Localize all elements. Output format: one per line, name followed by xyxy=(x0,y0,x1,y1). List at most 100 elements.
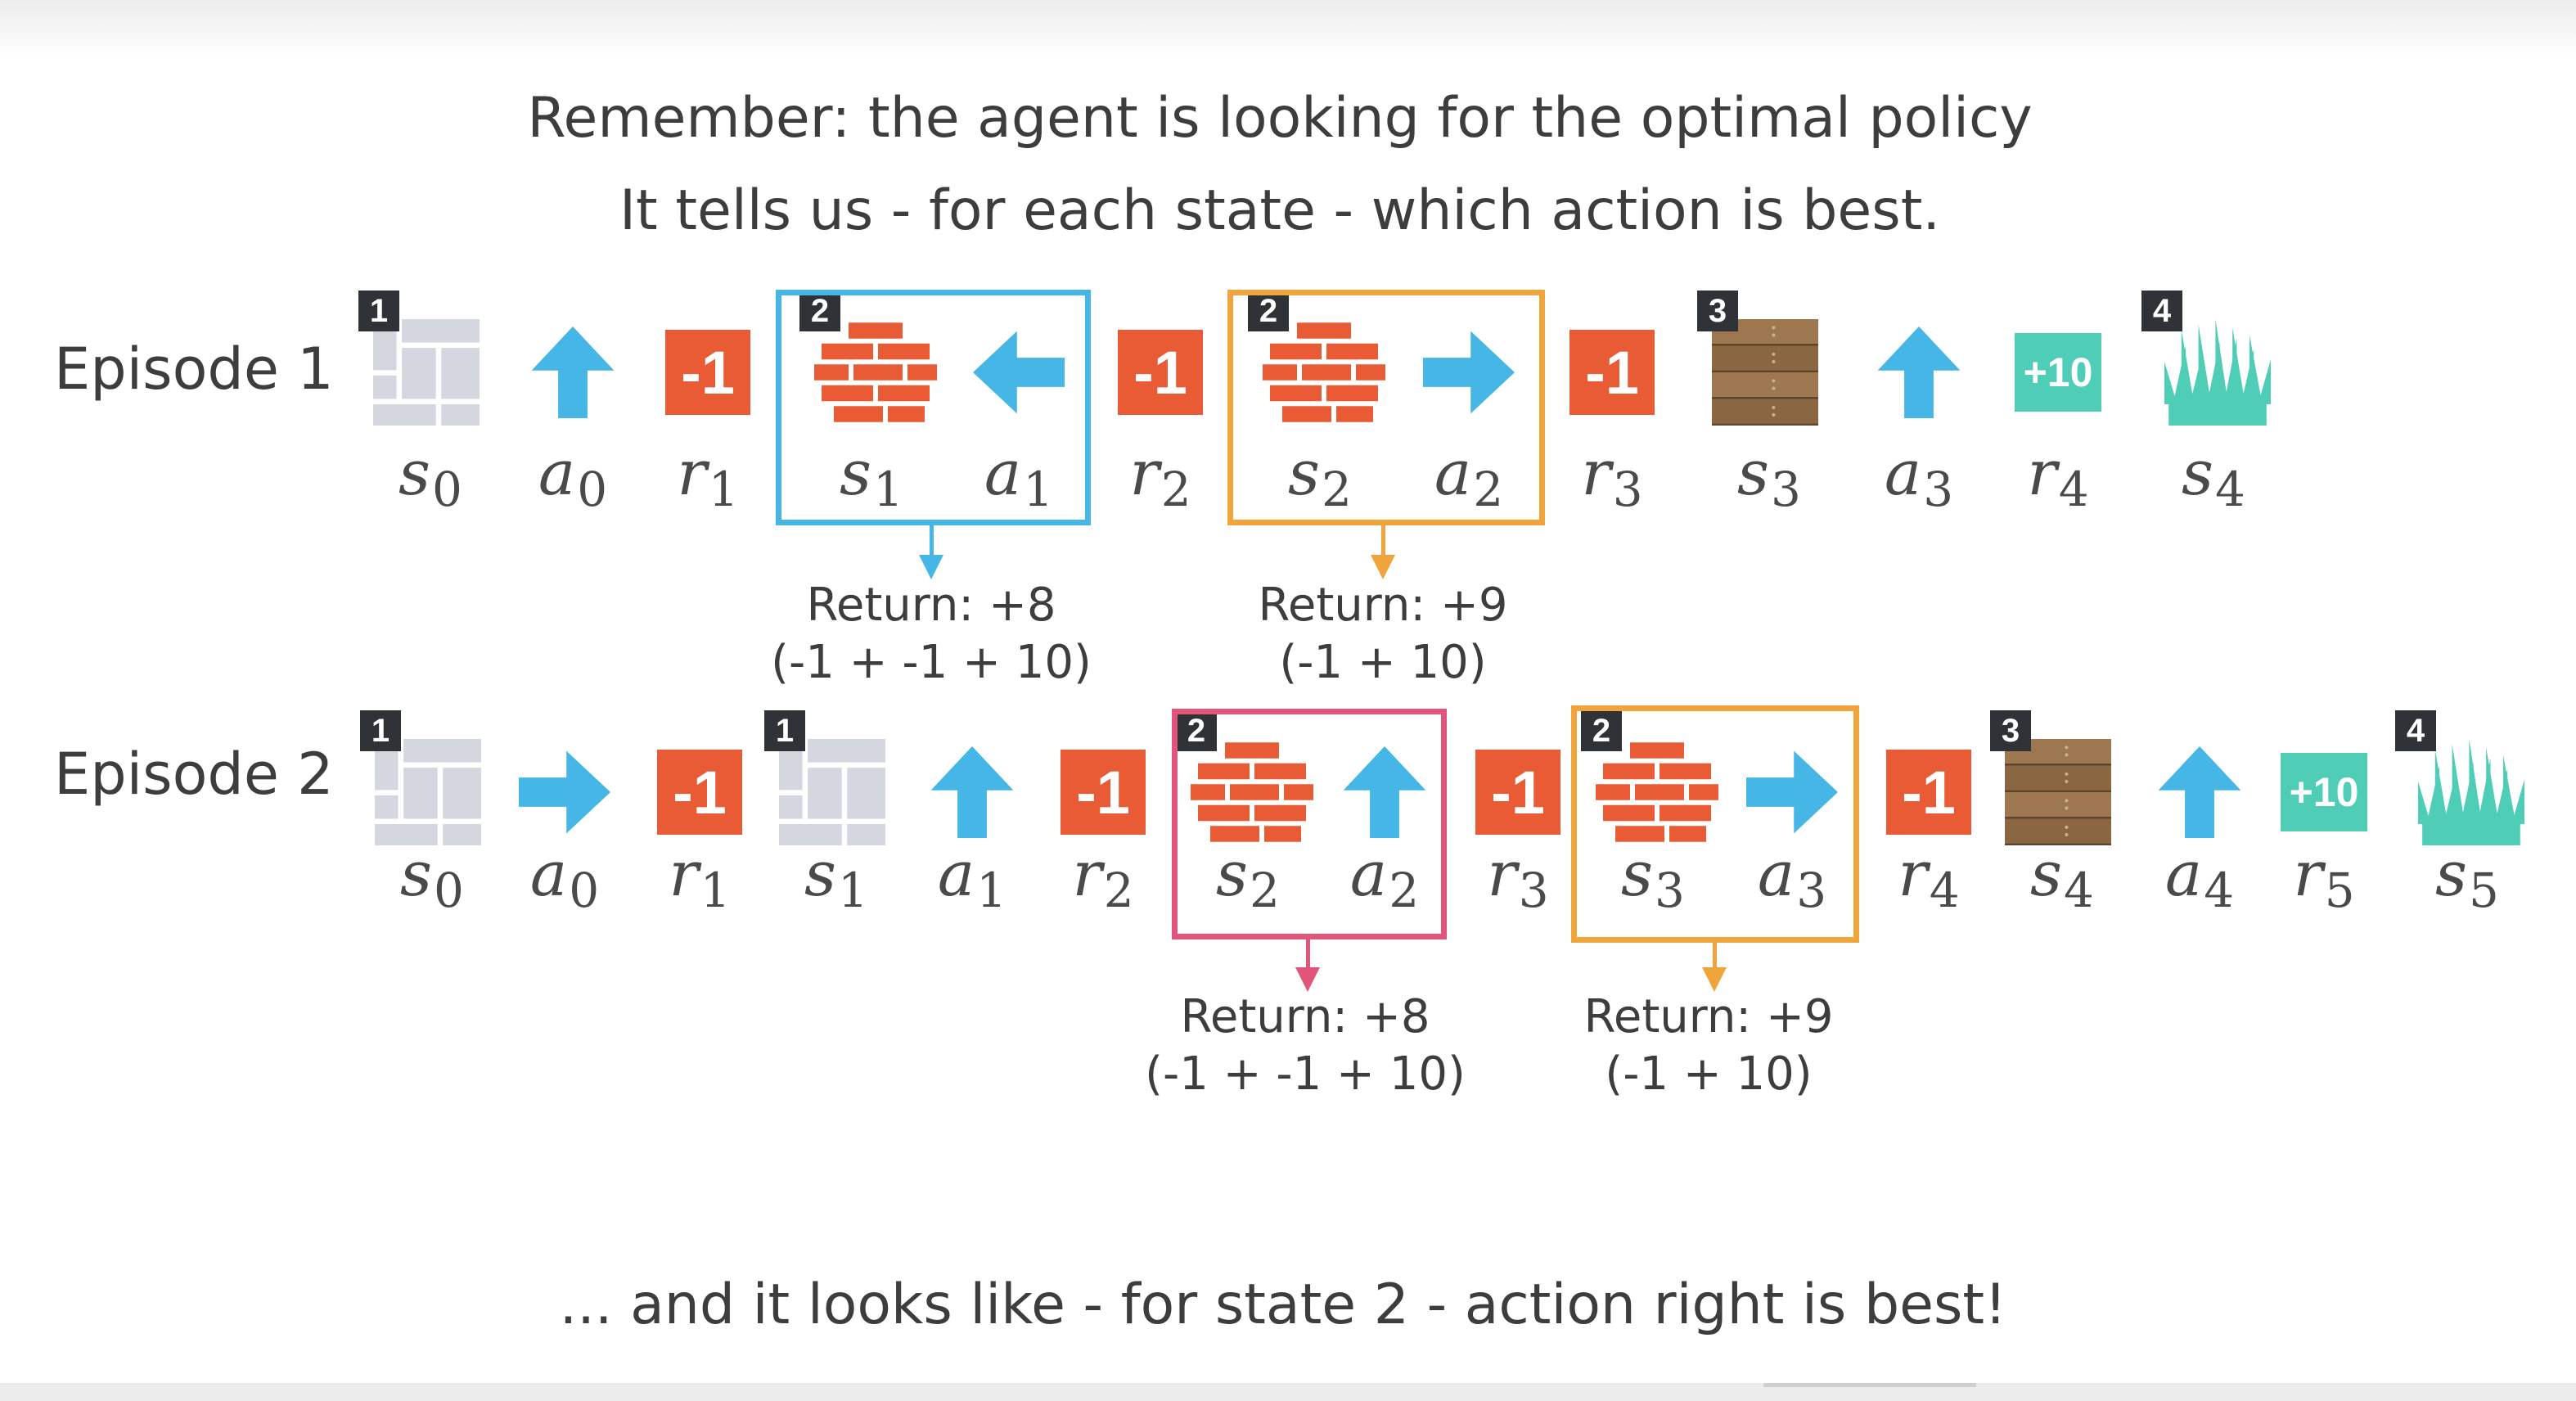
symbol-subscript: 4 xyxy=(2058,462,2089,517)
return-box-orange xyxy=(1571,705,1859,943)
step-symbol: a2 xyxy=(1434,442,1503,514)
tile-icon xyxy=(373,319,480,426)
symbol-var: r xyxy=(1898,837,1928,910)
top-fade xyxy=(0,0,2576,57)
step-symbol: r3 xyxy=(1487,843,1548,915)
symbol-subscript: 5 xyxy=(2324,863,2355,918)
symbol-var: a xyxy=(1434,436,1472,509)
episode-1-return-2-calc: (-1 + 10) xyxy=(1279,636,1487,689)
arrow-left-icon xyxy=(973,327,1065,418)
symbol-var: r xyxy=(1487,837,1517,910)
symbol-subscript: 1 xyxy=(976,863,1007,918)
symbol-var: a xyxy=(937,837,975,910)
episode-2-return-1-label: Return: +8 xyxy=(1180,990,1430,1043)
state-badge: 2 xyxy=(1248,291,1289,331)
arrow-up-icon xyxy=(1873,327,1965,418)
return-pointer-line xyxy=(1306,939,1310,974)
episode-1-return-1-calc: (-1 + -1 + 10) xyxy=(771,636,1092,689)
symbol-subscript: 1 xyxy=(1023,462,1054,517)
bottom-bar xyxy=(0,1383,2576,1401)
symbol-var: r xyxy=(677,436,707,509)
symbol-subscript: 1 xyxy=(838,863,868,918)
state-badge: 1 xyxy=(360,710,401,751)
brick-icon xyxy=(1596,739,1718,845)
step-symbol: r4 xyxy=(2027,442,2088,514)
symbol-var: s xyxy=(1737,436,1770,509)
heading-line-2: It tells us - for each state - which act… xyxy=(619,178,1940,243)
return-pointer-head xyxy=(1702,967,1727,992)
step-symbol: a3 xyxy=(1885,442,1953,514)
step-symbol: s1 xyxy=(840,442,903,514)
step-symbol: a3 xyxy=(1758,843,1826,915)
tile-icon xyxy=(779,739,885,845)
symbol-var: s xyxy=(840,436,872,509)
symbol-subscript: 4 xyxy=(2204,863,2235,918)
symbol-var: a xyxy=(538,436,576,509)
symbol-var: a xyxy=(1349,837,1388,910)
symbol-subscript: 3 xyxy=(1655,863,1685,918)
step-symbol: s1 xyxy=(804,843,868,915)
symbol-var: s xyxy=(1288,436,1321,509)
step-symbol: r2 xyxy=(1129,442,1191,514)
step-symbol: s3 xyxy=(1737,442,1801,514)
step-symbol: r1 xyxy=(669,843,730,915)
step-symbol: a1 xyxy=(938,843,1007,915)
step-symbol: s2 xyxy=(1216,843,1280,915)
state-badge: 4 xyxy=(2141,291,2182,331)
symbol-var: r xyxy=(1129,436,1160,509)
arrow-right-icon xyxy=(1746,746,1838,838)
symbol-subscript: 2 xyxy=(1250,863,1280,918)
step-symbol: s0 xyxy=(399,442,462,514)
return-pointer-head xyxy=(1295,967,1320,992)
step-symbol: r3 xyxy=(1581,442,1642,514)
symbol-var: s xyxy=(2435,837,2468,910)
reward-tile: -1 xyxy=(1886,750,1971,835)
state-badge: 2 xyxy=(1581,710,1622,751)
brick-icon xyxy=(1263,319,1385,426)
symbol-subscript: 0 xyxy=(434,863,464,918)
episode-2-return-2-calc: (-1 + 10) xyxy=(1605,1047,1813,1101)
step-symbol: r2 xyxy=(1072,843,1133,915)
heading-line-1: Remember: the agent is looking for the o… xyxy=(527,86,2033,151)
reward-goal-tile: +10 xyxy=(2281,753,2367,831)
state-badge: 4 xyxy=(2395,710,2436,751)
return-pointer-line xyxy=(1381,525,1385,561)
symbol-subscript: 3 xyxy=(1796,863,1827,918)
symbol-var: s xyxy=(1216,837,1249,910)
wood-icon xyxy=(1712,319,1818,426)
symbol-var: r xyxy=(1072,837,1102,910)
state-badge: 1 xyxy=(764,710,805,751)
step-symbol: a0 xyxy=(530,843,599,915)
symbol-subscript: 0 xyxy=(569,863,600,918)
return-pointer-head xyxy=(1371,555,1395,579)
step-symbol: s3 xyxy=(1621,843,1685,915)
symbol-var: s xyxy=(399,436,431,509)
arrow-up-icon xyxy=(926,746,1018,838)
reward-tile: -1 xyxy=(1475,750,1560,835)
symbol-subscript: 0 xyxy=(432,462,462,517)
symbol-subscript: 3 xyxy=(1771,462,1801,517)
state-badge: 2 xyxy=(1176,710,1217,751)
step-symbol: s4 xyxy=(2030,843,2094,915)
step-symbol: r1 xyxy=(677,442,738,514)
symbol-subscript: 4 xyxy=(2215,462,2245,517)
step-symbol: s5 xyxy=(2435,843,2499,915)
arrow-right-icon xyxy=(1423,327,1515,418)
symbol-subscript: 4 xyxy=(1929,863,1960,918)
symbol-subscript: 1 xyxy=(700,863,731,918)
return-box-blue xyxy=(776,290,1091,525)
episode-2-return-1-calc: (-1 + -1 + 10) xyxy=(1145,1047,1466,1101)
step-symbol: a4 xyxy=(2165,843,2234,915)
reward-tile: -1 xyxy=(665,330,750,415)
reward-tile: -1 xyxy=(657,750,742,835)
reward-tile: -1 xyxy=(1569,330,1655,415)
tile-icon xyxy=(375,739,481,845)
step-symbol: r4 xyxy=(1898,843,1959,915)
step-symbol: a1 xyxy=(984,442,1053,514)
episode-1-return-2-label: Return: +9 xyxy=(1258,579,1508,632)
symbol-var: a xyxy=(1757,837,1795,910)
symbol-subscript: 1 xyxy=(873,462,903,517)
step-symbol: s4 xyxy=(2182,442,2245,514)
symbol-var: r xyxy=(2293,837,2323,910)
symbol-subscript: 2 xyxy=(1103,863,1134,918)
